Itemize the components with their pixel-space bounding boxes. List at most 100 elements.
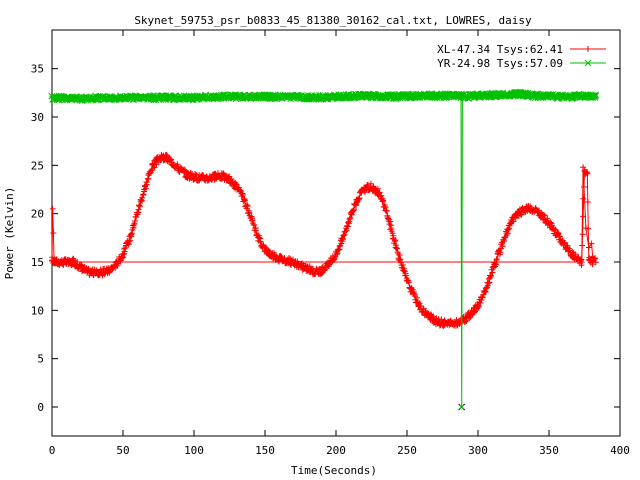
legend-label: XL-47.34 Tsys:62.41 — [437, 43, 563, 56]
data-point — [128, 230, 135, 237]
data-point — [241, 197, 248, 204]
data-point — [479, 294, 486, 301]
data-point — [413, 294, 420, 301]
data-point — [584, 198, 591, 205]
data-point — [466, 315, 473, 322]
data-point — [139, 194, 146, 201]
data-point — [540, 212, 547, 219]
series-line — [51, 93, 596, 408]
plot-area: 0 50 100 150 200 250 300 350 400 0 5 10 15 20 25 30 35 — [31, 29, 630, 457]
data-point — [387, 218, 394, 225]
data-point — [370, 184, 377, 191]
data-point — [140, 191, 147, 198]
data-point — [326, 261, 333, 268]
x-tick-label: 300 — [468, 444, 488, 457]
data-point — [555, 230, 562, 237]
series-layer — [48, 88, 599, 411]
data-point — [106, 269, 113, 276]
y-tick-label: 25 — [31, 159, 44, 172]
data-point — [510, 218, 517, 225]
data-point — [350, 206, 357, 213]
data-point — [477, 299, 484, 306]
data-point — [392, 237, 399, 244]
data-point — [339, 236, 346, 243]
y-tick-label: 5 — [37, 353, 44, 366]
series-2 — [48, 88, 599, 411]
data-point — [402, 272, 409, 279]
data-point — [549, 222, 556, 229]
data-point — [380, 197, 387, 204]
y-tick-label: 20 — [31, 208, 44, 221]
data-point — [244, 201, 251, 208]
data-point — [342, 228, 349, 235]
y-axis-label: Power (Kelvin) — [3, 187, 16, 280]
data-point — [120, 246, 127, 253]
data-point — [376, 189, 383, 196]
data-point — [499, 243, 506, 250]
data-point — [249, 217, 256, 224]
data-point — [505, 226, 512, 233]
outlier-point-inner — [459, 404, 465, 410]
x-tick-label: 350 — [539, 444, 559, 457]
data-point — [132, 218, 139, 225]
axis-ticks: 0 50 100 150 200 250 300 350 400 0 5 10 15 20 25 30 35 — [31, 30, 630, 457]
data-point — [355, 196, 362, 203]
data-point — [485, 280, 492, 287]
data-point — [393, 245, 400, 252]
data-point — [244, 203, 251, 210]
data-point — [130, 224, 137, 231]
data-point — [148, 167, 155, 174]
legend-marker — [584, 59, 592, 67]
y-tick-label: 30 — [31, 111, 44, 124]
data-point — [488, 272, 495, 279]
x-axis-label: Time(Seconds) — [291, 464, 377, 477]
data-point — [136, 203, 143, 210]
legend-marker — [585, 46, 591, 52]
x-tick-label: 150 — [255, 444, 275, 457]
data-point — [396, 252, 403, 259]
data-point — [127, 237, 134, 244]
data-point — [551, 227, 558, 234]
data-point — [126, 238, 133, 245]
data-point — [121, 248, 128, 255]
data-point — [277, 252, 284, 259]
data-point — [228, 178, 235, 185]
data-point — [385, 215, 392, 222]
x-tick-label: 100 — [184, 444, 204, 457]
series-spikes — [51, 167, 594, 263]
data-point — [133, 214, 140, 221]
x-tick-label: 200 — [326, 444, 346, 457]
data-point — [353, 202, 360, 209]
data-point — [475, 304, 482, 311]
chart-title: Skynet_59753_psr_b0833_45_81380_30162_ca… — [134, 14, 532, 27]
data-point — [544, 215, 551, 222]
data-point — [492, 261, 499, 268]
data-point — [252, 227, 259, 234]
data-point — [489, 269, 496, 276]
data-point — [345, 219, 352, 226]
x-tick-label: 400 — [610, 444, 630, 457]
data-point — [356, 195, 363, 202]
data-point — [430, 313, 437, 320]
data-point — [592, 92, 599, 100]
data-point — [142, 185, 149, 192]
data-point — [382, 204, 389, 211]
series-line — [51, 157, 596, 325]
data-point — [493, 255, 500, 262]
x-tick-label: 0 — [49, 444, 56, 457]
series-1 — [49, 151, 599, 330]
data-point — [497, 249, 504, 256]
data-point — [584, 170, 591, 177]
x-tick-label: 250 — [397, 444, 417, 457]
data-point — [463, 317, 470, 324]
y-tick-label: 15 — [31, 256, 44, 269]
data-point — [374, 185, 381, 192]
data-point — [556, 233, 563, 240]
y-tick-label: 10 — [31, 304, 44, 317]
data-point — [251, 221, 257, 228]
data-point — [256, 234, 263, 241]
data-point — [119, 254, 126, 261]
data-point — [483, 285, 490, 292]
